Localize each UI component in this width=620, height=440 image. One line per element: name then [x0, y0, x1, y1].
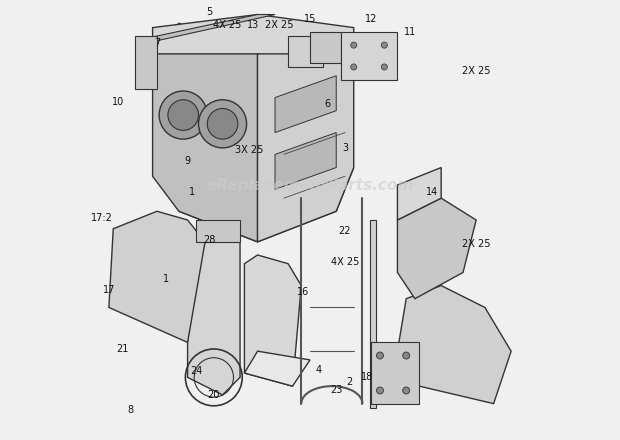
- Text: eReplacementParts.com: eReplacementParts.com: [206, 177, 414, 193]
- Polygon shape: [288, 37, 323, 67]
- Text: 8: 8: [128, 405, 134, 415]
- Text: 2X 25: 2X 25: [462, 66, 490, 77]
- Circle shape: [198, 100, 247, 148]
- Polygon shape: [257, 37, 354, 242]
- Text: 4X 25: 4X 25: [331, 257, 359, 267]
- Polygon shape: [153, 15, 354, 54]
- Polygon shape: [275, 132, 336, 189]
- Circle shape: [168, 100, 198, 130]
- Polygon shape: [197, 220, 240, 242]
- Circle shape: [207, 109, 238, 139]
- Circle shape: [351, 64, 356, 70]
- Circle shape: [376, 352, 383, 359]
- Text: 15: 15: [304, 14, 316, 24]
- Text: 1: 1: [162, 274, 169, 284]
- Text: 6: 6: [324, 99, 330, 109]
- Text: 10: 10: [112, 97, 124, 107]
- Text: 7: 7: [154, 38, 160, 48]
- Text: 3: 3: [342, 143, 348, 153]
- Text: 23: 23: [330, 385, 342, 395]
- Polygon shape: [135, 15, 275, 41]
- Text: 9: 9: [185, 156, 190, 166]
- Polygon shape: [244, 351, 310, 386]
- Polygon shape: [397, 198, 476, 299]
- Circle shape: [403, 352, 410, 359]
- Polygon shape: [244, 255, 301, 386]
- Text: 14: 14: [427, 187, 438, 197]
- Circle shape: [381, 42, 388, 48]
- Text: 2X 25: 2X 25: [265, 20, 294, 30]
- Polygon shape: [135, 37, 157, 89]
- Polygon shape: [153, 23, 257, 242]
- Text: 21: 21: [116, 344, 128, 354]
- Circle shape: [403, 387, 410, 394]
- Polygon shape: [179, 168, 354, 242]
- Text: 12: 12: [365, 14, 378, 24]
- Text: 17:2: 17:2: [91, 213, 113, 223]
- Text: 2X 25: 2X 25: [462, 239, 490, 249]
- Text: 28: 28: [203, 235, 216, 245]
- Circle shape: [381, 64, 388, 70]
- Polygon shape: [371, 342, 419, 403]
- Polygon shape: [397, 286, 511, 403]
- Text: 3X 25: 3X 25: [234, 145, 263, 155]
- Text: 5: 5: [206, 7, 213, 17]
- Polygon shape: [310, 32, 340, 62]
- Text: 24: 24: [190, 366, 203, 376]
- Text: 22: 22: [339, 226, 351, 236]
- Text: 17: 17: [103, 285, 115, 295]
- Text: 20: 20: [208, 390, 220, 400]
- Text: 2: 2: [346, 377, 353, 387]
- Text: 16: 16: [298, 287, 309, 297]
- Polygon shape: [188, 229, 240, 395]
- Polygon shape: [109, 211, 205, 342]
- Text: 1: 1: [189, 187, 195, 197]
- Circle shape: [159, 91, 207, 139]
- Polygon shape: [340, 32, 397, 80]
- Circle shape: [376, 387, 383, 394]
- Text: 13: 13: [247, 20, 259, 30]
- Circle shape: [351, 42, 356, 48]
- Polygon shape: [370, 220, 376, 408]
- Text: 4X 25: 4X 25: [213, 20, 241, 30]
- Text: 18: 18: [361, 371, 373, 381]
- Polygon shape: [275, 76, 336, 132]
- Text: 11: 11: [404, 27, 417, 37]
- Polygon shape: [397, 168, 441, 220]
- Text: 4: 4: [316, 365, 322, 375]
